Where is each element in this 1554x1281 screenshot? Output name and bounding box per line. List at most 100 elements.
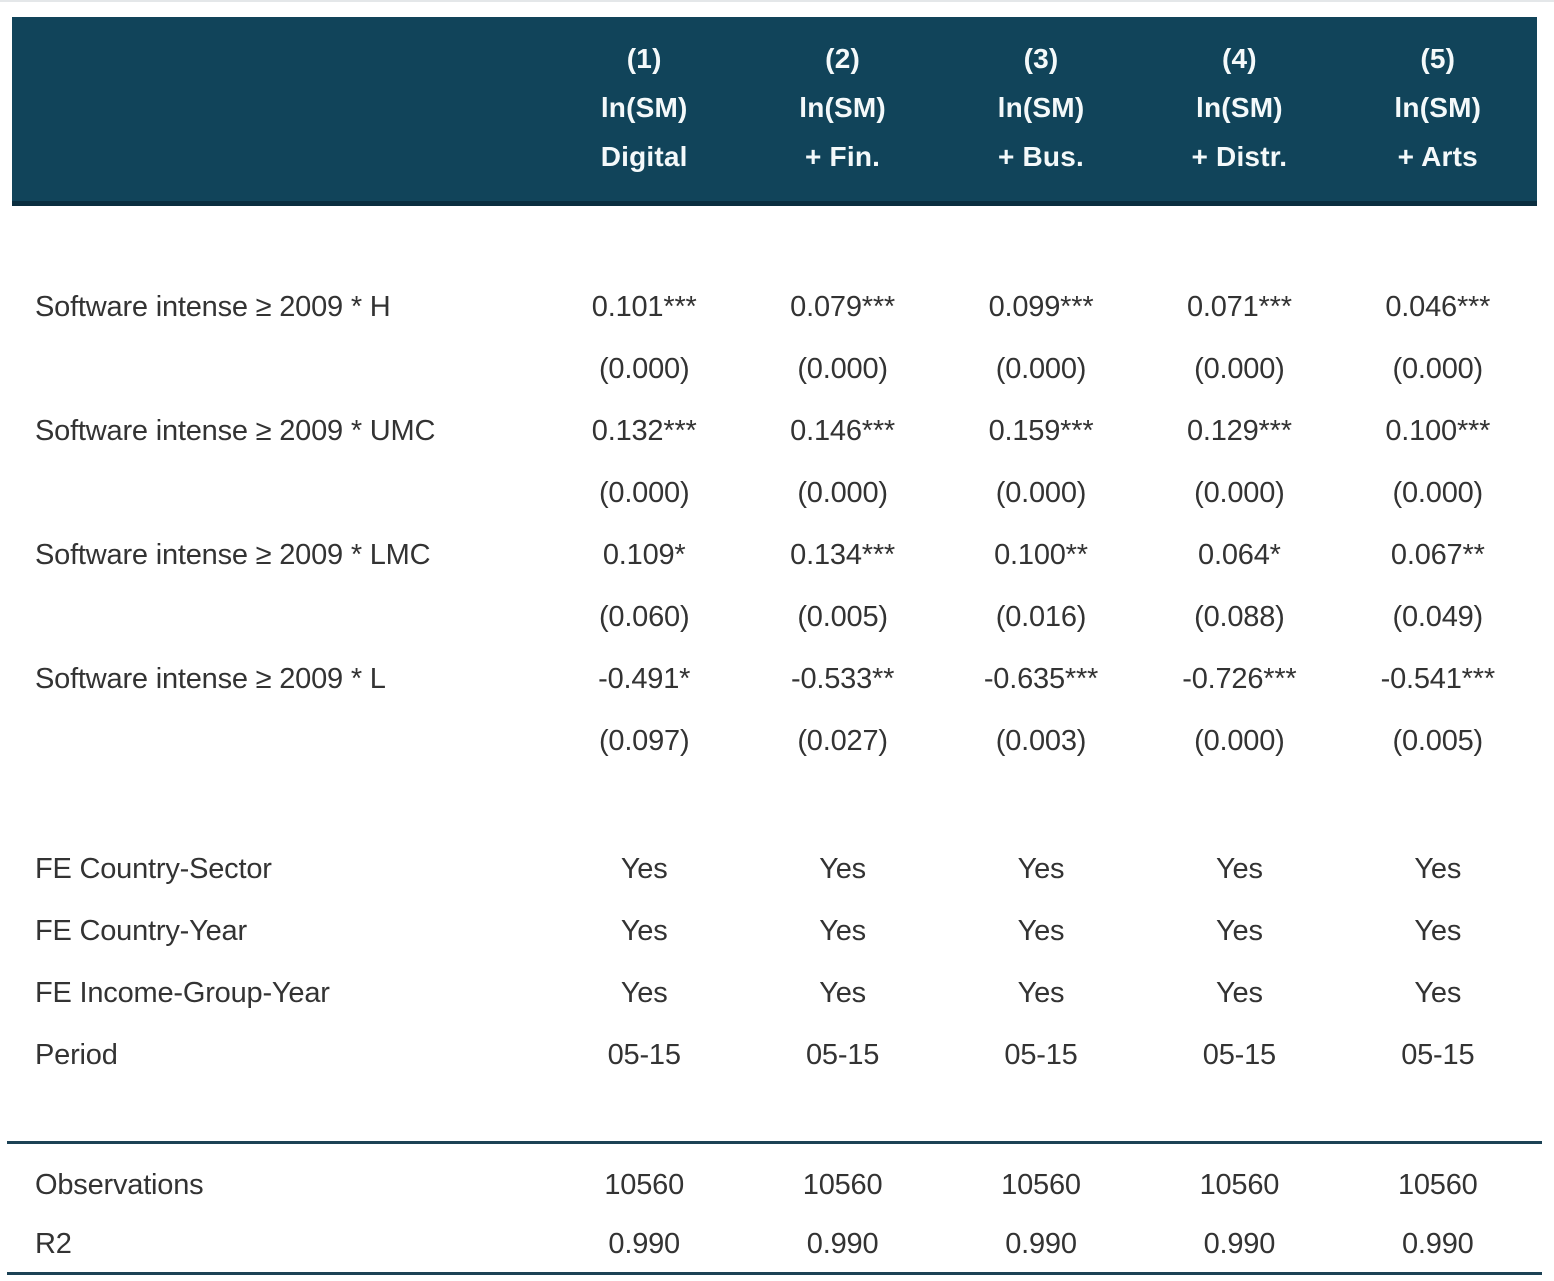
stat-value-cell: 0.990 — [1005, 1227, 1077, 1260]
fe-value-cell: Yes — [1216, 976, 1263, 1009]
fe-value-cell: Yes — [819, 852, 866, 885]
pvalue-cell: (0.000) — [598, 352, 690, 385]
column-number: (2) — [825, 43, 860, 74]
column-model: Digital — [600, 141, 688, 172]
stat-value-cell: 0.990 — [1203, 1227, 1276, 1260]
stat-value-cell: 10560 — [604, 1168, 685, 1201]
coefficient-row-lmc: Software intense ≥ 2009 * LMC 0.109* 0.1… — [0, 524, 1554, 586]
pvalue-cell: (0.000) — [1392, 352, 1484, 385]
column-depvar: ln(SM) — [1394, 92, 1482, 123]
fe-value-cell: Yes — [1017, 914, 1065, 947]
row-label: FE Country-Year — [35, 914, 247, 947]
column-model: + Fin. — [805, 141, 881, 172]
pvalue-cell: (0.003) — [995, 724, 1087, 757]
fe-value-cell: Yes — [620, 852, 668, 885]
row-label: Software intense ≥ 2009 * L — [35, 662, 386, 695]
row-label: FE Income-Group-Year — [35, 976, 330, 1009]
stat-value-cell: 10560 — [802, 1168, 883, 1201]
column-header-1: (1) ln(SM) Digital — [545, 43, 743, 173]
pvalue-cell: (0.000) — [1194, 476, 1285, 509]
estimate-cell: -0.533** — [790, 662, 895, 695]
pvalue-cell: (0.088) — [1194, 600, 1285, 633]
period-value-cell: 05-15 — [1401, 1038, 1475, 1071]
estimate-cell: 0.100** — [994, 538, 1088, 571]
pvalue-cell: (0.027) — [797, 724, 888, 757]
pvalue-cell: (0.000) — [598, 476, 690, 509]
column-model: + Bus. — [997, 141, 1084, 172]
column-model: + Distr. — [1191, 141, 1288, 172]
pvalue-cell: (0.000) — [1194, 352, 1285, 385]
pvalue-cell: (0.097) — [598, 724, 690, 757]
fe-row-income-group-year: FE Income-Group-Year Yes Yes Yes Yes Yes — [0, 962, 1554, 1024]
estimate-cell: -0.635*** — [983, 662, 1099, 695]
period-value-cell: 05-15 — [607, 1038, 681, 1071]
period-value-cell: 05-15 — [806, 1038, 880, 1071]
pvalue-cell: (0.000) — [797, 352, 888, 385]
fe-value-cell: Yes — [620, 976, 668, 1009]
column-header-3: (3) ln(SM) + Bus. — [942, 43, 1140, 173]
fe-row-period: Period 05-15 05-15 05-15 05-15 05-15 — [0, 1024, 1554, 1086]
estimate-cell: -0.726*** — [1182, 662, 1297, 695]
fe-value-cell: Yes — [1216, 852, 1263, 885]
estimate-cell: 0.134*** — [790, 538, 895, 571]
pvalue-cell: (0.000) — [797, 476, 888, 509]
mid-horizontal-rule — [7, 1141, 1542, 1144]
pvalue-cell: (0.060) — [598, 600, 690, 633]
stat-value-cell: 0.990 — [1402, 1227, 1474, 1260]
pvalue-row-h: (0.000) (0.000) (0.000) (0.000) (0.000) — [0, 338, 1554, 400]
row-label: Software intense ≥ 2009 * LMC — [35, 538, 431, 571]
estimate-cell: 0.067** — [1390, 538, 1485, 571]
top-hairline-rule — [0, 0, 1554, 2]
fe-value-cell: Yes — [620, 914, 668, 947]
fe-row-country-sector: FE Country-Sector Yes Yes Yes Yes Yes — [0, 838, 1554, 900]
bottom-horizontal-rule — [7, 1272, 1542, 1275]
column-number: (3) — [1023, 43, 1059, 74]
fe-value-cell: Yes — [819, 976, 866, 1009]
pvalue-cell: (0.000) — [995, 352, 1087, 385]
row-label: Software intense ≥ 2009 * UMC — [35, 414, 436, 447]
stat-value-cell: 10560 — [1199, 1168, 1280, 1201]
estimate-cell: 0.099*** — [988, 290, 1094, 323]
estimate-cell: 0.101*** — [591, 290, 697, 323]
pvalue-row-l: (0.097) (0.027) (0.003) (0.000) (0.005) — [0, 710, 1554, 772]
column-number: (1) — [626, 43, 662, 74]
pvalue-cell: (0.005) — [1392, 724, 1484, 757]
coefficient-row-h: Software intense ≥ 2009 * H 0.101*** 0.0… — [0, 276, 1554, 338]
pvalue-cell: (0.005) — [797, 600, 888, 633]
estimate-cell: -0.541*** — [1380, 662, 1495, 695]
fe-row-country-year: FE Country-Year Yes Yes Yes Yes Yes — [0, 900, 1554, 962]
column-model: + Arts — [1397, 141, 1478, 172]
pvalue-cell: (0.000) — [1194, 724, 1285, 757]
coefficient-row-l: Software intense ≥ 2009 * L -0.491* -0.5… — [0, 648, 1554, 710]
column-number: (4) — [1221, 43, 1257, 74]
fe-value-cell: Yes — [1414, 914, 1462, 947]
stat-value-cell: 10560 — [1397, 1168, 1478, 1201]
estimate-cell: 0.046*** — [1385, 290, 1491, 323]
estimate-cell: 0.064* — [1198, 538, 1281, 571]
pvalue-row-umc: (0.000) (0.000) (0.000) (0.000) (0.000) — [0, 462, 1554, 524]
fe-value-cell: Yes — [1017, 976, 1065, 1009]
period-value-cell: 05-15 — [1004, 1038, 1078, 1071]
column-depvar: ln(SM) — [997, 92, 1085, 123]
fe-value-cell: Yes — [1216, 914, 1263, 947]
column-depvar: ln(SM) — [600, 92, 688, 123]
row-label: Observations — [35, 1168, 204, 1201]
stat-value-cell: 0.990 — [608, 1227, 680, 1260]
stat-row-r2: R2 0.990 0.990 0.990 0.990 0.990 — [0, 1216, 1554, 1272]
estimate-cell: 0.100*** — [1385, 414, 1491, 447]
estimate-cell: -0.491* — [598, 662, 691, 695]
column-header-2: (2) ln(SM) + Fin. — [743, 43, 941, 173]
estimate-cell: 0.146*** — [790, 414, 895, 447]
row-label: FE Country-Sector — [35, 852, 272, 885]
coefficients-section: Software intense ≥ 2009 * H 0.101*** 0.0… — [0, 206, 1554, 772]
estimate-cell: 0.159*** — [988, 414, 1094, 447]
fixed-effects-section: FE Country-Sector Yes Yes Yes Yes Yes FE… — [0, 772, 1554, 1086]
row-label: Software intense ≥ 2009 * H — [35, 290, 391, 323]
column-number: (5) — [1420, 43, 1456, 74]
fe-value-cell: Yes — [819, 914, 866, 947]
column-depvar: ln(SM) — [799, 92, 886, 123]
estimate-cell: 0.071*** — [1186, 290, 1292, 323]
row-label: Period — [35, 1038, 118, 1071]
fe-value-cell: Yes — [1017, 852, 1065, 885]
